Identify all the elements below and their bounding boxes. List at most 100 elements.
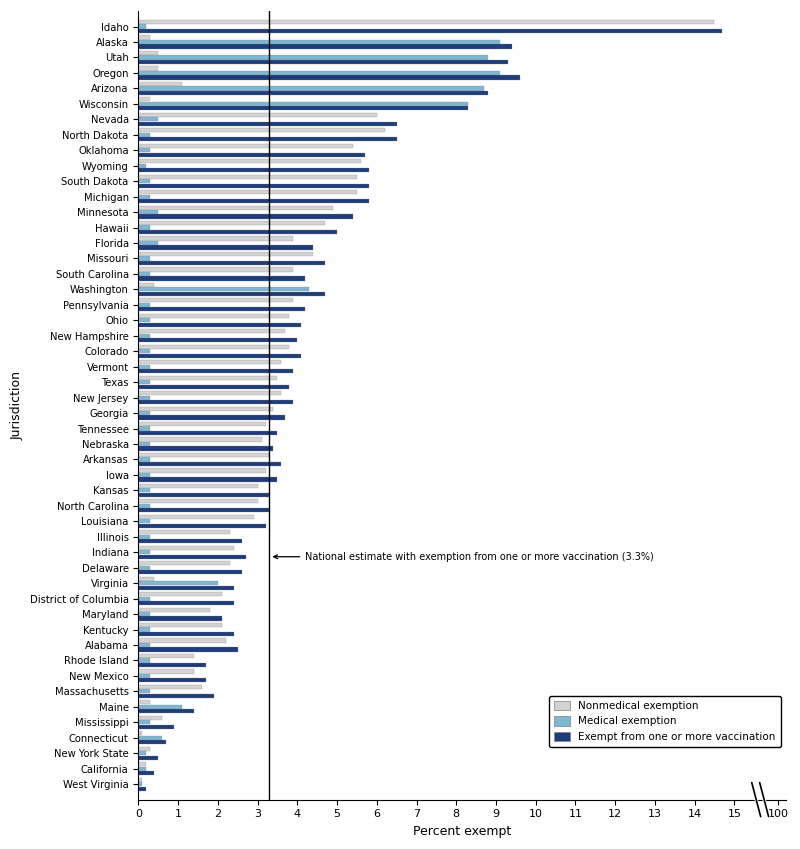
Bar (138, 709, 194, 713)
Bar (138, 82, 182, 86)
Bar (138, 29, 722, 33)
Bar (138, 70, 500, 75)
Bar (138, 442, 150, 446)
Bar (138, 415, 286, 419)
Bar (138, 716, 162, 720)
Bar (138, 447, 274, 451)
Bar (138, 654, 194, 658)
Text: National estimate with exemption from one or more vaccination (3.3%): National estimate with exemption from on… (274, 552, 654, 562)
Bar (138, 453, 270, 457)
Bar (138, 535, 150, 539)
Bar (138, 740, 166, 745)
Bar (138, 469, 266, 473)
Bar (138, 674, 150, 678)
Bar (138, 756, 158, 760)
Bar (138, 354, 302, 357)
Bar (138, 51, 158, 55)
Bar (138, 364, 150, 368)
Bar (138, 658, 150, 662)
Bar (138, 40, 500, 44)
Bar (138, 565, 150, 570)
Bar (138, 484, 258, 488)
Bar (138, 318, 150, 323)
Bar (138, 314, 290, 318)
Bar (138, 276, 306, 280)
Bar (138, 400, 294, 404)
Bar (138, 159, 361, 163)
Bar (138, 153, 365, 157)
Bar (138, 554, 246, 559)
Bar (138, 623, 222, 627)
Bar (138, 396, 150, 400)
Bar (138, 183, 369, 188)
Bar (138, 303, 150, 307)
Bar (138, 210, 158, 214)
Bar (138, 426, 150, 430)
Bar (138, 106, 468, 110)
Bar (138, 499, 258, 503)
Bar (138, 638, 226, 643)
Bar (138, 168, 369, 172)
Bar (138, 194, 150, 199)
Bar (138, 771, 154, 775)
Bar (138, 608, 210, 611)
Bar (138, 678, 206, 683)
Bar (138, 287, 310, 291)
Bar (138, 179, 150, 183)
Bar (138, 632, 234, 636)
Bar (138, 570, 242, 574)
Bar (138, 601, 234, 605)
Bar (138, 102, 468, 106)
Bar (138, 25, 146, 29)
Bar (138, 725, 174, 729)
Bar (138, 561, 230, 565)
Bar (138, 762, 146, 767)
Bar (138, 349, 150, 353)
Bar (138, 205, 333, 210)
Bar (138, 767, 146, 771)
Bar (138, 531, 230, 534)
Bar (138, 663, 206, 667)
Bar (138, 751, 146, 756)
Bar (138, 360, 282, 364)
Bar (138, 616, 222, 621)
Bar (138, 731, 142, 735)
Bar (138, 261, 325, 265)
Bar (138, 298, 294, 302)
Bar (138, 492, 270, 497)
Bar (138, 597, 150, 601)
Bar (138, 256, 150, 261)
Bar (138, 581, 218, 585)
Bar (138, 648, 238, 651)
X-axis label: Percent exempt: Percent exempt (413, 825, 511, 838)
Bar (138, 113, 377, 117)
Bar (138, 407, 274, 411)
Bar (138, 514, 254, 519)
Bar (138, 437, 262, 441)
Bar (138, 503, 150, 508)
Bar (138, 215, 353, 219)
Bar (138, 66, 158, 70)
Bar (138, 473, 150, 477)
Bar (138, 230, 337, 234)
Bar (138, 782, 142, 786)
Bar (138, 132, 150, 137)
Bar (138, 391, 282, 396)
Bar (138, 149, 150, 152)
Bar (138, 462, 282, 466)
Bar (138, 164, 146, 168)
Bar (138, 138, 397, 142)
Bar (138, 121, 397, 126)
Bar (138, 143, 353, 148)
Bar (138, 550, 150, 554)
Bar (138, 375, 278, 380)
Bar (138, 685, 202, 689)
Bar (138, 509, 270, 513)
Bar (138, 323, 302, 327)
Bar (138, 643, 150, 647)
Bar (138, 458, 150, 462)
Bar (138, 128, 385, 132)
Bar (138, 272, 150, 276)
Bar (138, 694, 214, 698)
Bar (138, 720, 150, 724)
